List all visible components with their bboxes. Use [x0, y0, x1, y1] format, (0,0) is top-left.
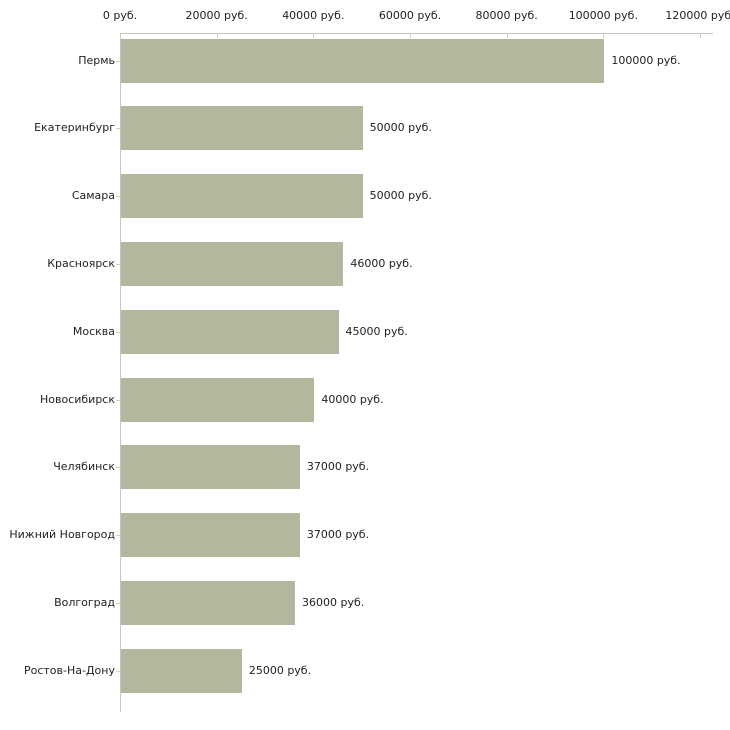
bar-4 [121, 309, 339, 354]
bar-8 [121, 580, 295, 625]
bar-9 [121, 648, 242, 693]
x-axis-tick-label: 120000 руб. [665, 9, 730, 22]
category-tick-mark [116, 128, 120, 130]
category-tick-mark [116, 602, 120, 604]
x-axis-tick-mark [216, 34, 218, 38]
bar-1 [121, 106, 363, 151]
x-axis-tick-label: 100000 руб. [568, 9, 638, 22]
x-axis-tick-label: 20000 руб. [185, 9, 248, 22]
x-axis-tick-mark [313, 34, 315, 38]
x-axis-tick-label: 80000 руб. [475, 9, 538, 22]
category-label: Челябинск [53, 460, 115, 474]
category-tick-mark [116, 535, 120, 537]
category-label: Екатеринбург [34, 121, 115, 135]
bar-3 [121, 241, 344, 286]
category-label: Самара [71, 189, 115, 203]
value-label: 100000 руб. [611, 53, 681, 67]
bar-2 [121, 174, 363, 219]
category-tick-mark [116, 670, 120, 672]
value-label: 45000 руб. [345, 324, 408, 338]
bar-5 [121, 377, 315, 422]
x-axis-tick-label: 60000 руб. [378, 9, 442, 22]
category-tick-mark [116, 331, 120, 333]
value-label: 36000 руб. [302, 595, 365, 609]
x-axis-tick-mark [700, 34, 701, 38]
category-label: Волгоград [54, 595, 115, 609]
x-axis-tick-mark [120, 34, 121, 38]
category-tick-mark [116, 263, 120, 265]
x-axis-line [120, 33, 713, 34]
x-axis-tick-mark [603, 34, 605, 38]
value-label: 50000 руб. [369, 121, 432, 135]
x-axis-tick-label: 40000 руб. [282, 9, 345, 22]
bar-6 [121, 445, 300, 490]
category-label: Пермь [78, 53, 115, 67]
category-tick-mark [116, 60, 120, 62]
value-label: 46000 руб. [350, 256, 413, 270]
value-label: 40000 руб. [321, 392, 384, 406]
category-label: Москва [72, 324, 115, 338]
x-axis-tick-mark [410, 34, 411, 38]
bar-7 [121, 513, 300, 558]
category-label: Ростов-На-Дону [23, 663, 115, 677]
x-axis-tick-label: 0 руб. [102, 9, 138, 22]
y-axis-line [120, 33, 121, 712]
value-label: 37000 руб. [306, 460, 370, 474]
category-tick-mark [116, 196, 120, 198]
value-label: 25000 руб. [248, 663, 312, 677]
value-label: 50000 руб. [369, 189, 432, 203]
category-label: Красноярск [47, 256, 115, 270]
category-tick-mark [116, 467, 120, 469]
x-axis-tick-mark [506, 34, 508, 38]
value-label: 37000 руб. [306, 528, 370, 542]
category-label: Нижний Новгород [9, 528, 115, 542]
category-label: Новосибирск [39, 392, 115, 406]
bar-0 [121, 38, 605, 83]
category-tick-mark [116, 399, 120, 401]
